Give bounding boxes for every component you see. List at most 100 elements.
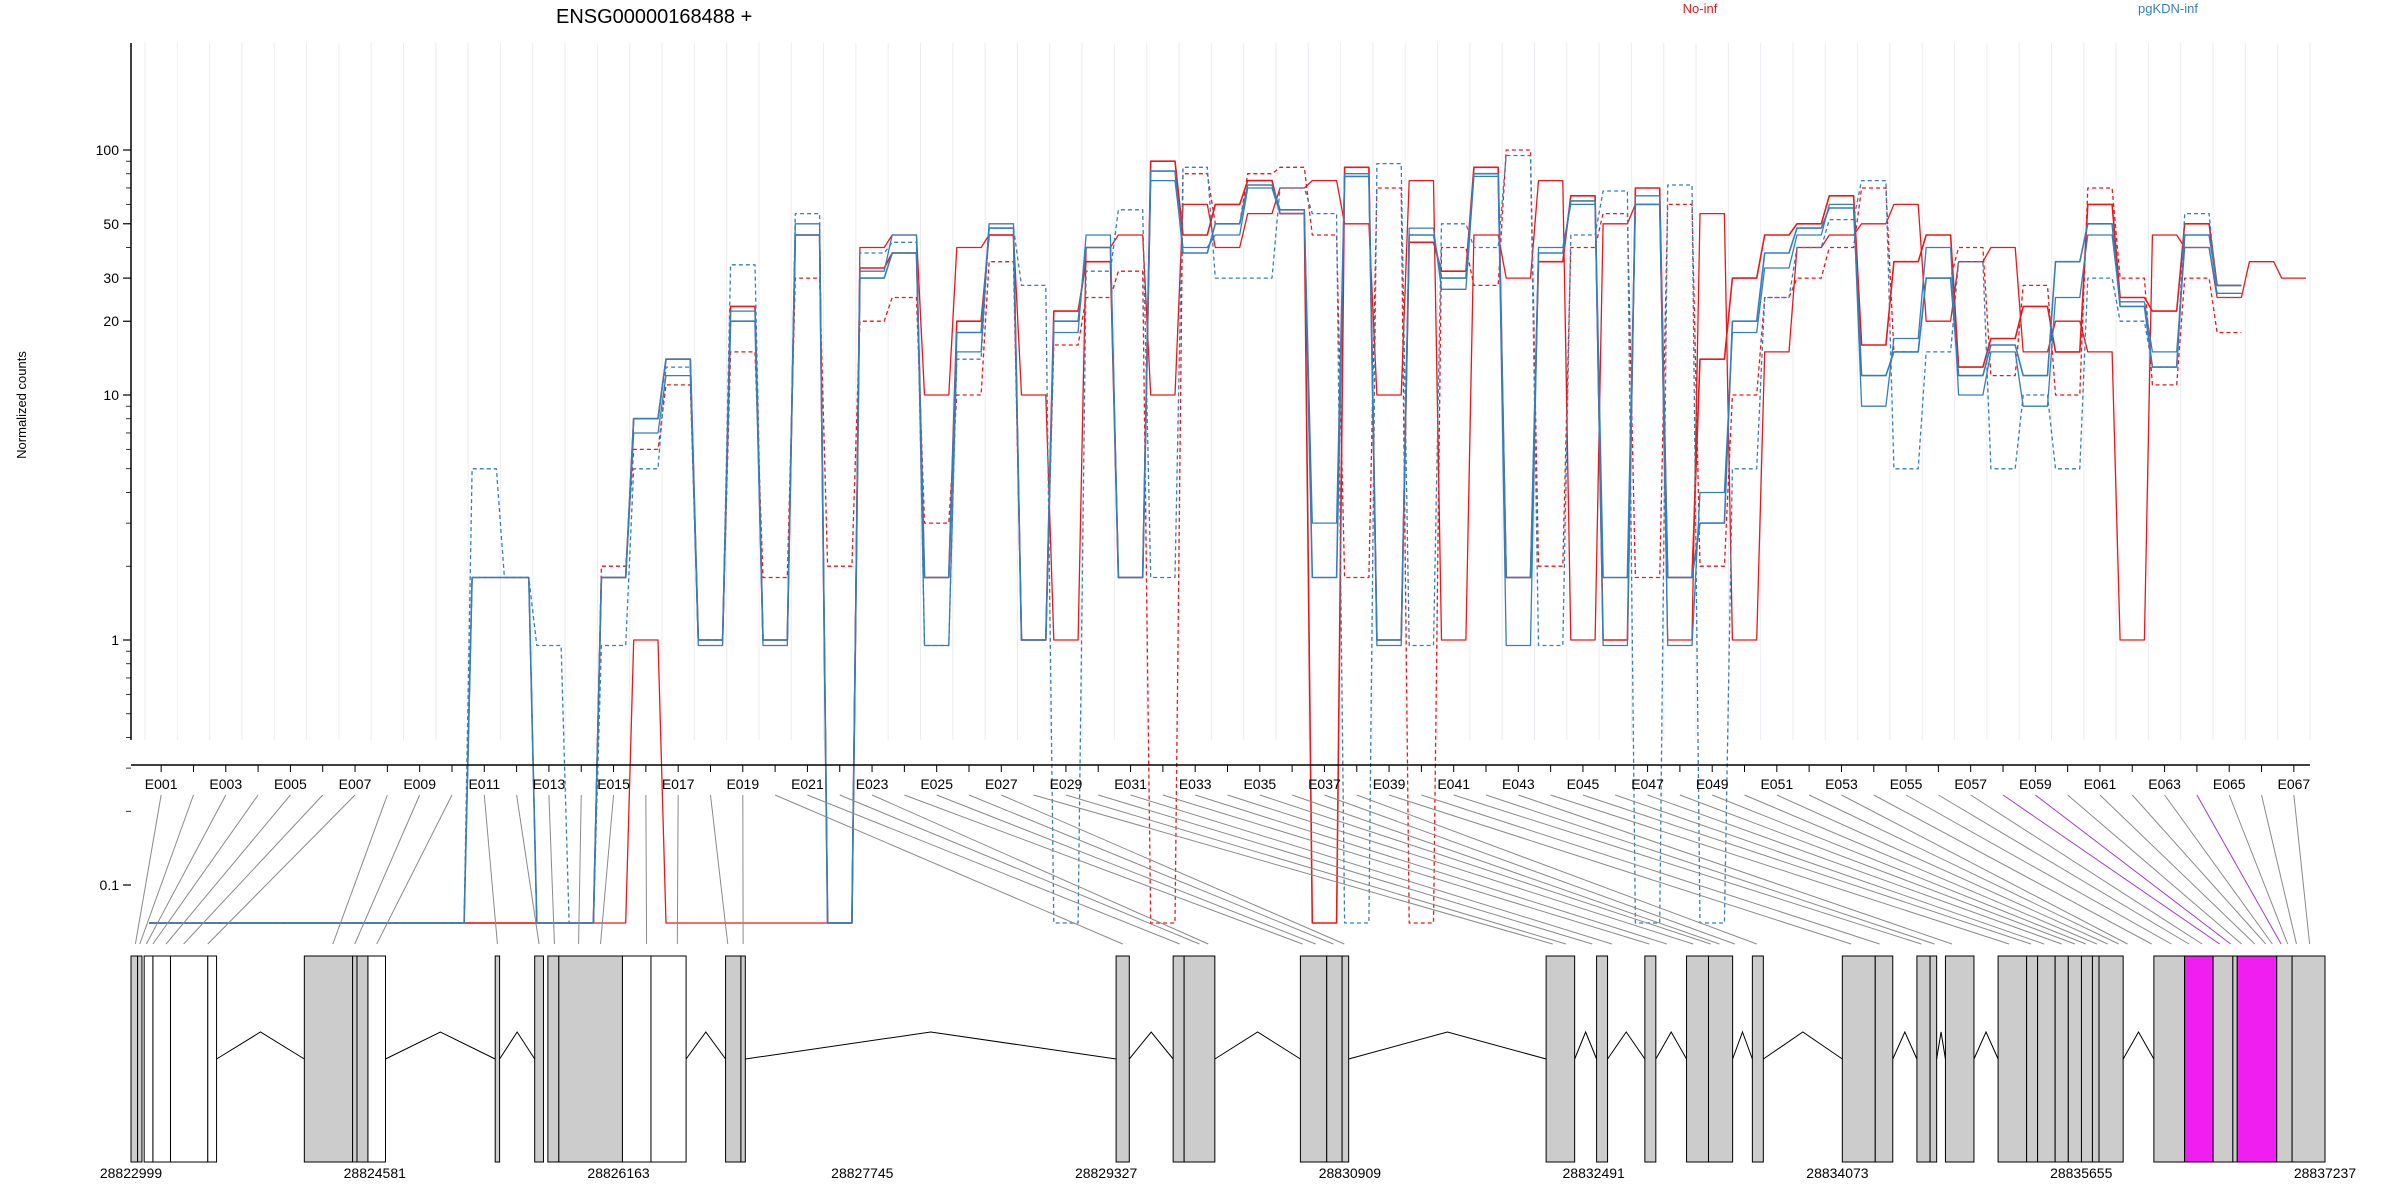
exon-connector bbox=[2035, 794, 2231, 945]
genomic-tick-label: 28834073 bbox=[1806, 1165, 1869, 1181]
intron-line bbox=[1574, 1030, 1598, 1060]
y-tick-label: 50 bbox=[103, 216, 119, 232]
intron-line bbox=[1128, 1031, 1174, 1060]
x-tick-label: E021 bbox=[791, 776, 824, 792]
intron-line bbox=[1732, 1030, 1753, 1060]
exon-connector bbox=[165, 794, 291, 945]
exon-connector bbox=[1905, 794, 2172, 945]
genomic-tick-label: 28829327 bbox=[1075, 1165, 1138, 1181]
exon-connector bbox=[645, 794, 648, 945]
exon-block bbox=[1874, 955, 1894, 1163]
series-line-pgkdn-inf bbox=[149, 173, 2242, 924]
legend-no-inf: No-inf bbox=[1683, 1, 1718, 16]
genomic-tick-label: 28827745 bbox=[831, 1165, 894, 1181]
exon-block bbox=[2212, 955, 2234, 1163]
intron-line bbox=[1607, 1031, 1646, 1060]
x-tick-label: E029 bbox=[1050, 776, 1083, 792]
exon-connector bbox=[1421, 794, 1880, 945]
exon-block bbox=[1929, 955, 1938, 1163]
exon-connector bbox=[139, 794, 194, 945]
exon-connector bbox=[2196, 794, 2282, 945]
exon-block bbox=[1545, 955, 1576, 1163]
y-axis-label: Normalized counts bbox=[14, 351, 29, 459]
genomic-tick-label: 28837237 bbox=[2294, 1165, 2357, 1181]
exon-block bbox=[1644, 955, 1657, 1163]
exon-connector bbox=[676, 794, 679, 945]
exon-connector bbox=[1356, 794, 1757, 945]
genomic-tick-label: 28822999 bbox=[100, 1165, 163, 1181]
exon-connector bbox=[1485, 794, 1935, 945]
exon-connector bbox=[1615, 794, 2045, 945]
intron-line bbox=[685, 1031, 726, 1060]
exon-connector bbox=[134, 794, 162, 945]
exon-connector bbox=[2293, 794, 2311, 945]
intron-line bbox=[1892, 1030, 1918, 1060]
exon-block bbox=[1299, 955, 1328, 1163]
exon-block bbox=[2080, 955, 2093, 1163]
genomic-ticks: 28822999 28824581 28826163 28827745 28829327… bbox=[100, 1165, 2357, 1181]
exon-connector bbox=[483, 794, 498, 945]
x-tick-label: E043 bbox=[1502, 776, 1535, 792]
y-tick-label: 10 bbox=[103, 387, 119, 403]
exon-connector bbox=[1291, 794, 1720, 945]
exon-block bbox=[1997, 955, 2028, 1163]
exon-block bbox=[1841, 955, 1876, 1163]
exon-block bbox=[621, 955, 652, 1163]
x-tick-label: E019 bbox=[726, 776, 759, 792]
exon-connector bbox=[2067, 794, 2242, 945]
exon-connector bbox=[578, 794, 582, 945]
x-tick-label: E015 bbox=[597, 776, 630, 792]
series-line-no-inf bbox=[149, 179, 2306, 924]
x-tick-label: E055 bbox=[1890, 776, 1923, 792]
x-tick-label: E049 bbox=[1696, 776, 1729, 792]
exon-connector bbox=[1098, 794, 1593, 945]
exon-block bbox=[207, 955, 218, 1163]
exon-connector bbox=[1518, 794, 1953, 945]
exon-block bbox=[143, 955, 154, 1163]
x-tick-label: E057 bbox=[1954, 776, 1987, 792]
exon-block bbox=[650, 955, 687, 1163]
intron-line bbox=[216, 1031, 305, 1060]
exon-block bbox=[1944, 955, 1975, 1163]
x-tick-label: E013 bbox=[533, 776, 566, 792]
chart-title: ENSG00000168488 + bbox=[556, 6, 752, 28]
exon-block bbox=[740, 955, 746, 1163]
exon-connector bbox=[1582, 794, 2032, 945]
exon-block bbox=[2232, 955, 2238, 1163]
exon-block bbox=[152, 955, 171, 1163]
exon-connector bbox=[1744, 794, 2098, 945]
exon-connector bbox=[2099, 794, 2256, 945]
exon-connector bbox=[1195, 794, 1667, 945]
exon-block bbox=[1183, 955, 1216, 1163]
series-line-no-inf bbox=[149, 160, 2242, 924]
x-tick-label: E033 bbox=[1179, 776, 1212, 792]
x-tick-label: E001 bbox=[145, 776, 178, 792]
genomic-tick-label: 28832491 bbox=[1563, 1165, 1626, 1181]
exon-block bbox=[2091, 955, 2100, 1163]
x-tick-label: E063 bbox=[2148, 776, 2181, 792]
legend-pgkdn-inf: pgKDN-inf bbox=[2138, 1, 2198, 16]
exon-connector bbox=[1938, 794, 2190, 945]
x-tick-label: E067 bbox=[2277, 776, 2310, 792]
exon-block bbox=[130, 955, 139, 1163]
exon-connector bbox=[1227, 794, 1694, 945]
exon-block bbox=[2026, 955, 2039, 1163]
x-tick-label: E007 bbox=[339, 776, 372, 792]
exon-connector bbox=[516, 794, 540, 945]
intron-line bbox=[499, 1031, 536, 1060]
exon-connector bbox=[1712, 794, 2087, 945]
exon-connector bbox=[1065, 794, 1567, 945]
x-tick-label: E011 bbox=[468, 776, 500, 792]
intron-line bbox=[1348, 1031, 1547, 1060]
exon-block bbox=[2236, 955, 2278, 1163]
x-tick-label: E053 bbox=[1825, 776, 1858, 792]
x-tick-label: E023 bbox=[856, 776, 889, 792]
exon-connectors bbox=[134, 794, 2311, 945]
exon-block bbox=[2291, 955, 2326, 1163]
exon-connector bbox=[354, 794, 421, 945]
exon-block bbox=[303, 955, 354, 1163]
exon-block bbox=[2153, 955, 2186, 1163]
x-tick-label: E041 bbox=[1437, 776, 1470, 792]
intron-line bbox=[1655, 1030, 1687, 1060]
x-tick-label: E003 bbox=[209, 776, 242, 792]
